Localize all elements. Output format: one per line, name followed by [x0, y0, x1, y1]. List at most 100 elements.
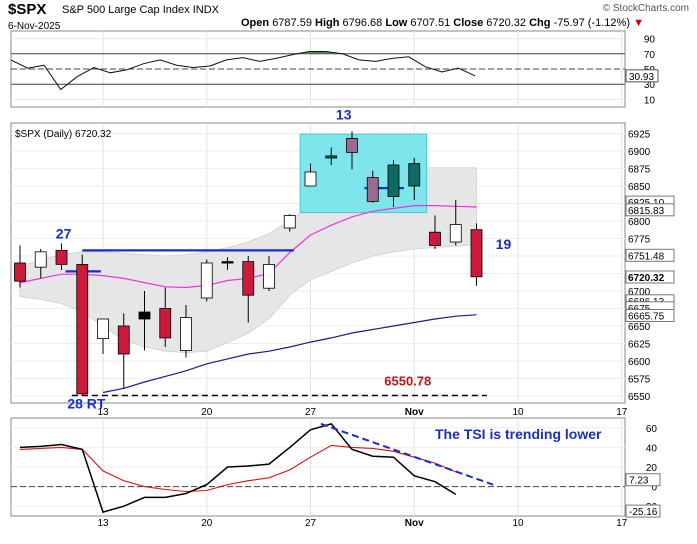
support-label: 6550.78 [384, 373, 431, 388]
price-tick-label: 6650 [628, 322, 651, 333]
price-tick-label: 6925 [628, 130, 651, 141]
candle-body [14, 262, 26, 282]
candle-body [366, 177, 379, 202]
tsi-value-label: -25.16 [629, 507, 658, 518]
candle-body [346, 137, 358, 153]
candle-body [470, 229, 483, 278]
price-x-tick-label: 20 [201, 407, 213, 418]
close-value: 6720.32 [486, 17, 527, 29]
tsi-x-tick-label: 20 [201, 518, 213, 529]
candle-body [117, 325, 130, 355]
price-tick-label: 6875 [628, 165, 651, 176]
candle-body [429, 231, 441, 246]
price-value-label: 6815.83 [628, 206, 665, 217]
price-tick-label: 6600 [628, 357, 651, 368]
candle-body [242, 261, 255, 296]
candle-body [76, 263, 89, 395]
count-annotation: 28 RT [67, 396, 106, 412]
price-value-box [625, 309, 675, 322]
price-tick-label: 6900 [628, 147, 651, 158]
count-annotation: 27 [56, 226, 72, 242]
open-label: Open [241, 17, 270, 29]
index-name-text: S&P 500 Large Cap Index [62, 4, 190, 16]
candle-body [263, 263, 275, 289]
high-value: 6796.68 [342, 17, 383, 29]
index-name: S&P 500 Large Cap Index INDX [62, 4, 219, 16]
price-value-label: 6665.75 [628, 312, 665, 323]
chg-label: Chg [529, 17, 551, 29]
osc-tick-label: 30 [644, 80, 656, 91]
price-tick-label: 6800 [628, 217, 651, 228]
quote-date: 6-Nov-2025 [8, 21, 61, 32]
price-tick-label: 6575 [628, 375, 651, 386]
candle-body [138, 311, 151, 320]
tsi-x-tick-label: 17 [616, 518, 628, 529]
low-value: 6707.51 [410, 17, 451, 29]
price-title: $SPX (Daily) 6720.32 [15, 129, 112, 140]
candle-body [221, 261, 234, 264]
tsi-tick-label: 0 [651, 483, 657, 494]
tsi-x-tick-label: 10 [512, 518, 524, 529]
price-tick-label: 6850 [628, 182, 651, 193]
osc-tick-label: 90 [644, 35, 656, 46]
ma-long-line [102, 314, 477, 394]
osc-tick-label: 70 [644, 50, 656, 61]
chg-value: -75.97 (-1.12%) [553, 17, 630, 29]
symbol: $SPX [8, 1, 47, 18]
candle-body [34, 251, 47, 268]
price-value-box [625, 203, 675, 217]
osc-overbought-fill [309, 51, 326, 54]
candle-body [283, 214, 296, 229]
tsi-signal-line [19, 444, 457, 493]
price-x-tick-label: 10 [512, 407, 524, 418]
price-x-tick-label: 17 [616, 407, 628, 418]
count-annotation: 13 [336, 107, 352, 123]
open-value: 6787.59 [272, 17, 312, 29]
candle-body [325, 155, 338, 159]
price-value-box [625, 248, 675, 262]
ohlc-bar: Open 6787.59 High 6796.68 Low 6707.51 Cl… [241, 17, 644, 29]
price-panel-frame [10, 122, 626, 404]
price-tick-label: 6700 [628, 287, 651, 298]
tsi-value-box [625, 504, 661, 518]
osc-value-box [625, 69, 659, 83]
osc-value-label: 30.93 [629, 72, 654, 83]
candle-body [408, 163, 421, 187]
price-x-tick-label: 27 [305, 407, 317, 418]
candle-body [180, 317, 192, 351]
price-value-box [625, 270, 675, 284]
watermark: © StockCharts.com [602, 3, 689, 14]
tsi-value-label: 7.23 [629, 476, 649, 487]
consolidation-box [299, 133, 428, 214]
tsi-trend-line [320, 422, 494, 486]
tsi-line [19, 423, 457, 514]
tsi-x-tick-label: 13 [97, 518, 109, 529]
high-label: High [315, 17, 340, 29]
candle-body [159, 308, 172, 339]
tsi-tick-label: 40 [646, 443, 658, 454]
price-tick-label: 6775 [628, 235, 651, 246]
candle-body [200, 262, 213, 299]
close-label: Close [453, 17, 484, 29]
price-value-label: 6720.32 [628, 273, 665, 284]
candle-body [387, 164, 400, 197]
exchange: INDX [192, 4, 219, 16]
price-tick-label: 6625 [628, 340, 651, 351]
price-x-tick-label: 13 [97, 407, 109, 418]
tsi-x-tick-label: 27 [305, 518, 317, 529]
tsi-tick-label: 20 [646, 463, 658, 474]
osc-line [10, 51, 476, 91]
candle-body [97, 318, 109, 340]
tsi-x-tick-label: Nov [405, 518, 424, 529]
price-value-label: 6751.48 [628, 251, 665, 262]
down-arrow-icon: ▼ [633, 17, 644, 29]
osc-tick-label: 10 [644, 95, 656, 106]
tsi-tick-label: 60 [646, 424, 658, 435]
tsi-value-box [625, 473, 661, 487]
price-tick-label: 6550 [628, 392, 651, 403]
count-annotation: 19 [496, 236, 512, 252]
tsi-annotation: The TSI is trending lower [435, 426, 602, 442]
low-label: Low [385, 17, 408, 29]
price-x-tick-label: Nov [405, 407, 424, 418]
